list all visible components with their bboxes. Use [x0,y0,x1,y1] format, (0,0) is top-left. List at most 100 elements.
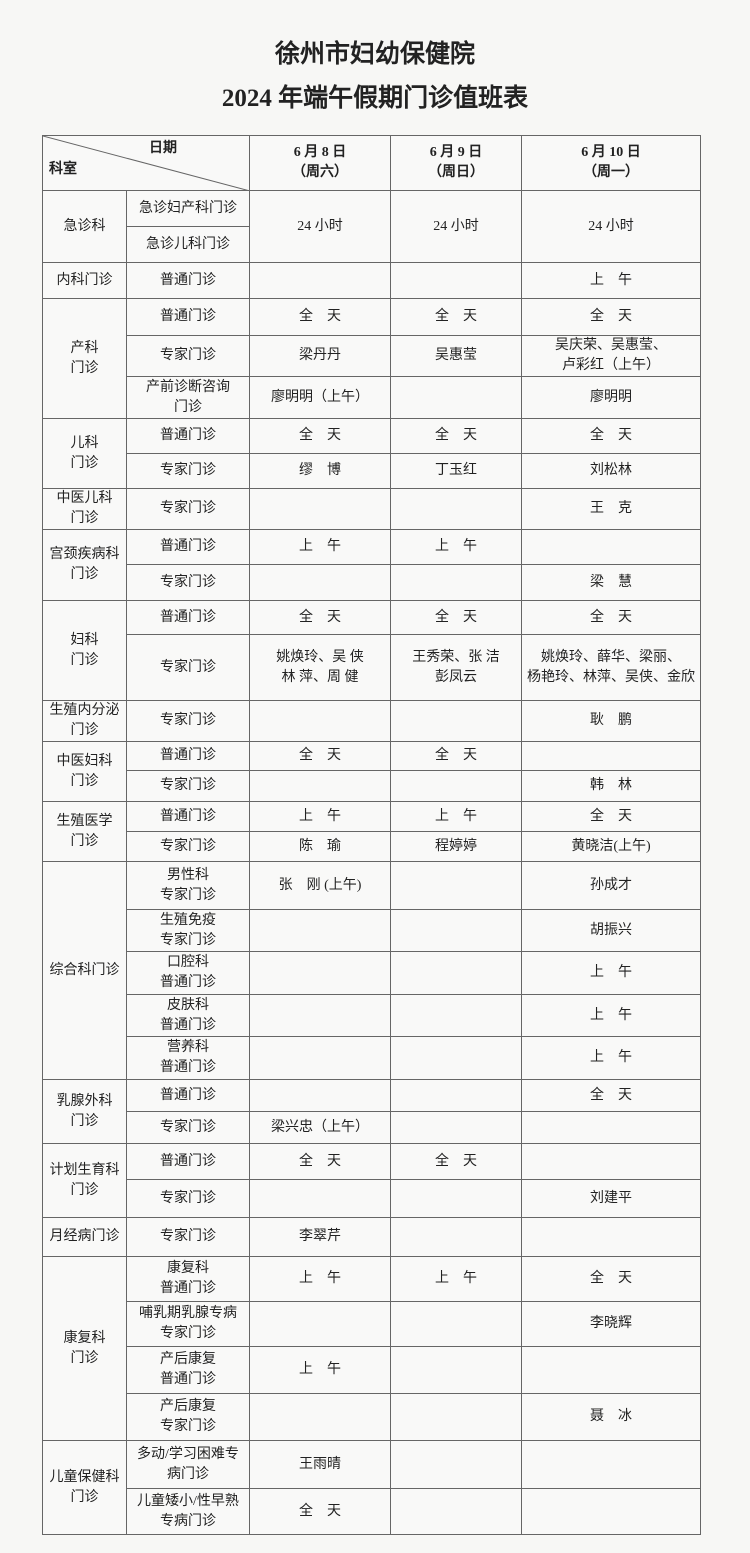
clinic: 专家门诊 [126,634,250,701]
duty-cell [249,909,391,952]
duty-cell: 陈 瑜 [249,831,391,862]
row: 月经病门诊 专家门诊 李翠芹 [42,1217,701,1257]
dept: 产科 门诊 [42,298,127,419]
dept: 内科门诊 [42,262,127,299]
duty-cell [390,994,522,1037]
duty-cell [390,770,522,802]
date: 6 月 10 日 [581,145,641,160]
duty-cell: 全 天 [521,298,701,336]
row: 产后康复 专家门诊 聂 冰 [43,1393,701,1441]
duty-cell [249,488,391,530]
duty-cell: 韩 林 [521,770,701,802]
clinic: 康复科 普通门诊 [126,1256,250,1302]
clinic: 普通门诊 [126,801,250,832]
row: 儿童矮小/性早熟 专病门诊全 天 [43,1488,701,1535]
duty-cell: 耿 鹏 [521,700,701,742]
dept: 生殖内分泌 门诊 [42,700,127,742]
row: 专家门诊 梁兴忠（上午） [43,1111,701,1144]
row: 生殖医学 门诊 普通门诊上 午上 午全 天 [42,801,701,862]
dept: 妇科 门诊 [42,600,127,701]
clinic: 儿童矮小/性早熟 专病门诊 [126,1488,250,1535]
clinic: 营养科 普通门诊 [126,1036,250,1080]
row: 皮肤科 普通门诊 上 午 [43,994,701,1037]
dept: 中医妇科 门诊 [42,741,127,802]
dept: 生殖医学 门诊 [42,801,127,862]
dept: 综合科门诊 [42,861,127,1080]
duty-cell: 王雨晴 [249,1440,391,1489]
duty-cell [390,1179,522,1218]
dept: 中医儿科 门诊 [42,488,127,530]
clinic: 专家门诊 [126,1179,250,1218]
duty-cell: 上 午 [390,1256,522,1302]
duty-cell: 程婷婷 [390,831,522,862]
duty-cell: 李晓辉 [521,1301,701,1347]
row: 计划生育科 门诊 普通门诊全 天全 天 [42,1143,701,1218]
duty-cell [390,262,522,299]
duty-cell [521,529,701,565]
duty-cell: 吴惠莹 [390,335,522,377]
clinic: 普通门诊 [126,1079,250,1112]
duty-cell: 缪 博 [249,453,391,489]
duty-cell: 上 午 [249,801,391,832]
date-header: 6 月 9 日 （周日） [390,135,522,191]
row: 乳腺外科 门诊 普通门诊 全 天 [42,1079,701,1144]
duty-cell: 丁玉红 [390,453,522,489]
duty-cell [521,1346,701,1394]
duty-cell [249,994,391,1037]
dept: 计划生育科 门诊 [42,1143,127,1218]
row: 产前诊断咨询 门诊 廖明明（上午） 廖明明 [43,376,701,419]
duty-cell: 全 天 [390,741,522,771]
duty-cell [521,1488,701,1535]
row: 儿童保健科 门诊 多动/学习困难专 病门诊 王雨晴 [42,1440,701,1535]
clinic: 专家门诊 [126,831,250,862]
duty-cell: 上 午 [521,262,701,299]
duty-cell [390,1488,522,1535]
weekday: （周一） [583,165,639,180]
date-label: 日期 [149,141,177,156]
duty-cell [521,1217,701,1257]
duty-cell [249,1036,391,1080]
duty-cell [390,700,522,742]
duty-cell: 廖明明 [521,376,701,419]
duty-cell: 全 天 [249,298,391,336]
row: 专家门诊 刘建平 [43,1179,701,1218]
duty-cell: 廖明明（上午） [249,376,391,419]
duty-cell [249,262,391,299]
duty-cell: 全 天 [390,298,522,336]
duty-cell: 刘松林 [521,453,701,489]
duty-cell: 梁 慧 [521,564,701,601]
duty-cell: 上 午 [521,1036,701,1080]
duty-cell [390,376,522,419]
duty-cell [249,700,391,742]
duty-cell [249,1079,391,1112]
row: 专家门诊 韩 林 [43,770,701,802]
row: 综合科门诊 男性科 专家门诊张 刚 (上午) 孙成才 [42,861,701,1080]
duty-cell: 上 午 [249,529,391,565]
duty-cell: 全 天 [390,418,522,454]
title: 徐州市妇幼保健院 [274,41,475,68]
dept: 月经病门诊 [42,1217,127,1257]
duty-cell: 全 天 [249,600,391,635]
clinic: 专家门诊 [126,1111,250,1144]
row: 儿科 门诊 普通门诊全 天全 天全 天 [42,418,701,489]
duty-cell: 全 天 [521,1256,701,1302]
duty-cell: 梁丹丹 [249,335,391,377]
duty-cell: 梁兴忠（上午） [249,1111,391,1144]
duty-cell: 王秀荣、张 洁 彭凤云 [390,634,522,701]
duty-cell [249,1301,391,1347]
clinic: 产后康复 普通门诊 [126,1346,250,1394]
duty-cell: 孙成才 [521,861,701,910]
corner-cell: 日期 科室 [42,135,250,191]
row: 专家门诊 姚焕玲、吴 侠 林 萍、周 健王秀荣、张 洁 彭凤云 姚焕玲、薛华、梁丽、… [43,634,701,701]
duty-cell [390,1301,522,1347]
diagonal-line [43,136,247,190]
row: 专家门诊陈 瑜程婷婷 黄晓洁(上午) [43,831,701,862]
clinic: 男性科 专家门诊 [126,861,250,910]
clinic: 普通门诊 [126,1143,250,1180]
duty-cell [521,1143,701,1180]
duty-cell: 24 小时 [249,190,391,263]
row: 宫颈疾病科 门诊 普通门诊上 午上 午 [42,529,701,601]
subtitle: 2024 年端午假期门诊值班表 [221,85,529,112]
row: 生殖内分泌 门诊 专家门诊 耿 鹏 [42,700,701,742]
clinic: 专家门诊 [126,564,250,601]
